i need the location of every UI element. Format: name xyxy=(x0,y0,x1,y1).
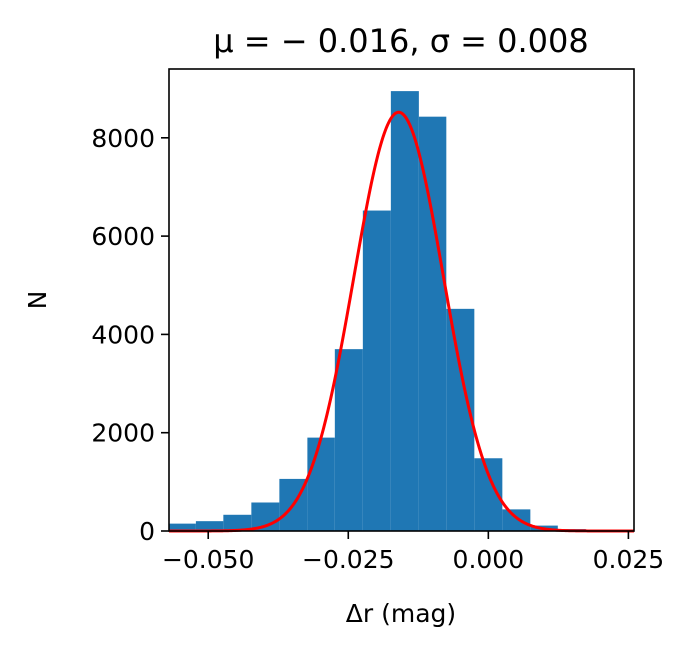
x-tick-label: 0.025 xyxy=(593,545,665,574)
x-axis-ticks: −0.050 −0.025 0.000 0.025 xyxy=(162,531,664,574)
histogram-bar xyxy=(362,210,391,531)
histogram-bar xyxy=(418,116,447,531)
x-axis-label: Δr (mag) xyxy=(346,599,456,628)
histogram-bar xyxy=(334,349,363,531)
histogram-bar xyxy=(390,91,419,532)
gaussian-fit-line xyxy=(169,110,634,533)
gaussian-fit-layer xyxy=(169,110,634,533)
histogram-bar xyxy=(446,308,475,531)
chart-title: μ = − 0.016, σ = 0.008 xyxy=(213,22,589,60)
histogram-bar xyxy=(502,509,531,531)
y-tick-label: 0 xyxy=(139,517,155,546)
y-tick-label: 2000 xyxy=(91,419,155,448)
x-tick-label: −0.050 xyxy=(162,545,255,574)
histogram-bars xyxy=(169,91,634,532)
x-tick-label: −0.025 xyxy=(302,545,395,574)
y-tick-label: 8000 xyxy=(91,124,155,153)
y-tick-label: 6000 xyxy=(91,222,155,251)
y-tick-label: 4000 xyxy=(91,320,155,349)
histogram-bar xyxy=(307,437,335,531)
x-tick-label: 0.000 xyxy=(453,545,525,574)
histogram-bar xyxy=(223,514,252,531)
y-axis-ticks: 0 2000 4000 6000 8000 xyxy=(91,124,169,546)
y-axis-label: N xyxy=(23,291,52,310)
histogram-bar xyxy=(195,521,224,531)
plot-frame xyxy=(168,68,635,532)
histogram-bar xyxy=(169,523,196,531)
